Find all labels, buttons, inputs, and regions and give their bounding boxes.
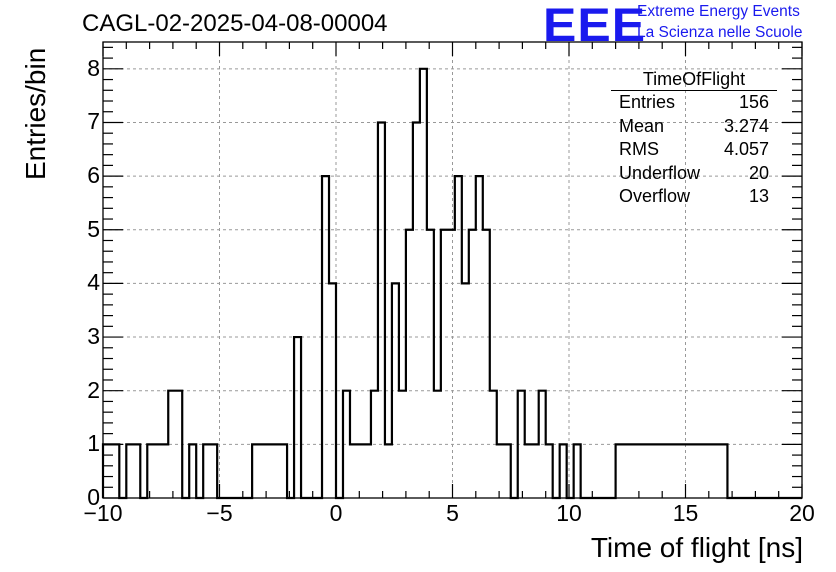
stats-value: 4.057 — [723, 139, 769, 159]
stats-label: RMS — [619, 139, 659, 159]
logo-line-1: Extreme Energy Events — [637, 3, 800, 20]
stats-value: 3.274 — [723, 115, 769, 136]
stats-label: Overflow — [619, 186, 691, 206]
y-tick-label: 4 — [87, 269, 100, 296]
x-axis-label: Time of flight [ns] — [590, 532, 803, 563]
logo-line-2: La Scienza nelle Scuole — [637, 24, 803, 41]
y-tick-label: 7 — [87, 108, 100, 135]
stats-row: Overflow 13 — [611, 185, 777, 209]
x-tick-label: 20 — [789, 500, 815, 526]
eee-logo: EEE — [543, 0, 647, 52]
chart-title: CAGL-02-2025-04-08-00004 — [82, 10, 388, 37]
stats-value: 156 — [738, 92, 769, 112]
stats-row: RMS 4.057 — [611, 138, 777, 162]
y-tick-label: 0 — [87, 484, 100, 510]
y-axis-label: Entries/bin — [20, 47, 51, 180]
x-tick-label: −10 — [83, 500, 123, 526]
x-tick-label: 5 — [446, 500, 459, 526]
stats-value: 20 — [748, 162, 769, 183]
x-tick-label: −5 — [206, 500, 233, 526]
stats-row: Entries 156 — [611, 91, 777, 115]
x-tick-label: 0 — [329, 500, 343, 526]
y-tick-label: 1 — [87, 430, 100, 457]
stats-row: Underflow 20 — [611, 162, 777, 186]
y-tick-label: 6 — [87, 162, 100, 189]
y-tick-label: 8 — [87, 54, 100, 81]
plot-frame — [102, 41, 803, 499]
stats-value: 13 — [748, 186, 769, 206]
stats-label: Mean — [619, 115, 665, 136]
stats-label: Underflow — [619, 162, 701, 183]
stats-title: TimeOfFlight — [611, 68, 777, 91]
y-tick-label: 5 — [87, 215, 100, 242]
y-tick-label: 2 — [87, 376, 100, 403]
stats-row: Mean 3.274 — [611, 115, 777, 139]
y-tick-label: 3 — [87, 323, 100, 350]
x-tick-label: 10 — [556, 500, 582, 526]
stats-box: TimeOfFlight Entries 156 Mean 3.274 RMS 4.0… — [611, 68, 777, 209]
stats-label: Entries — [619, 92, 676, 112]
x-tick-label: 15 — [672, 500, 699, 526]
